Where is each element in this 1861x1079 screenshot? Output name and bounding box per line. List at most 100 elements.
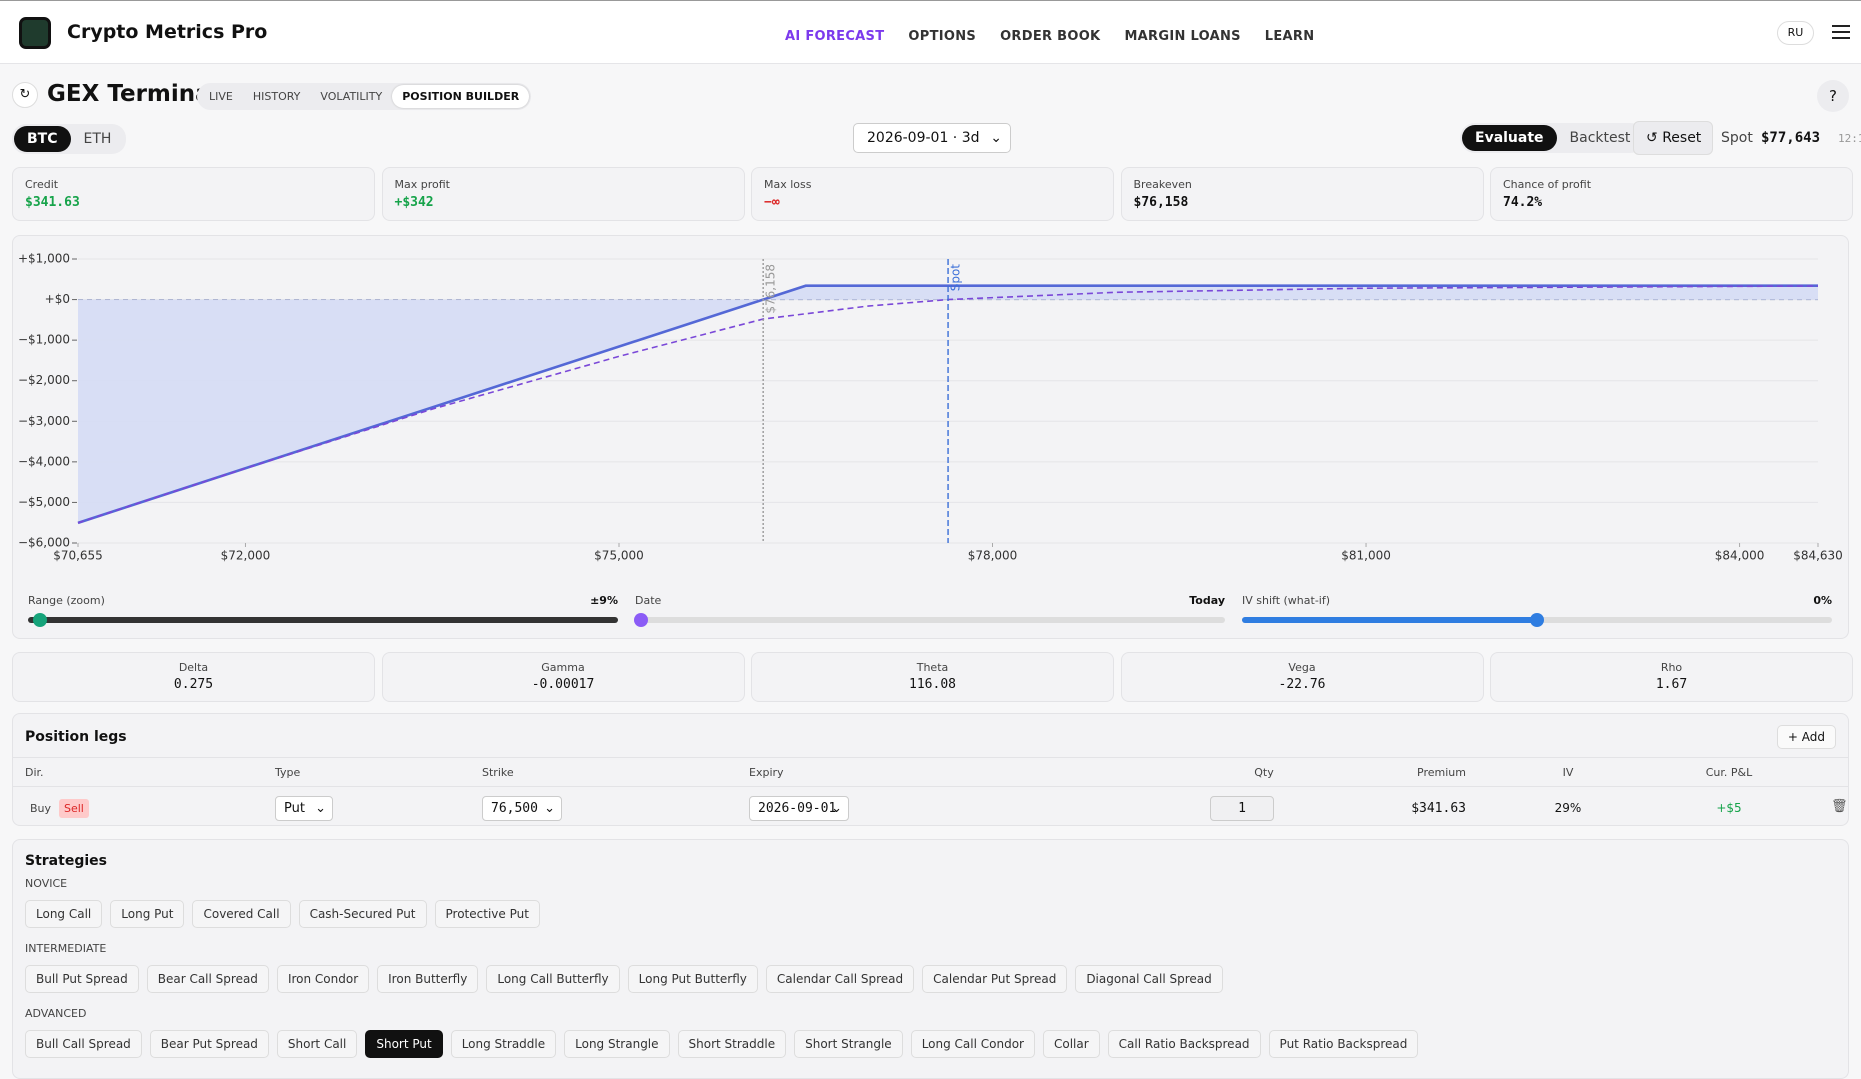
tab[interactable]: POSITION BUILDER — [392, 85, 530, 108]
header: Crypto Metrics Pro AI FORECAST OPTIONS ORD… — [0, 0, 1861, 64]
direction-button[interactable]: Buy — [30, 802, 52, 815]
slider-knob[interactable] — [33, 613, 47, 627]
divider — [13, 757, 1848, 758]
column-header: Qty — [1254, 766, 1274, 779]
y-tick-label: −$4,000 — [18, 454, 70, 468]
strategy-chip[interactable]: Bear Call Spread — [146, 965, 269, 993]
greek-label: Theta — [916, 661, 949, 674]
stat-label: Credit — [25, 178, 59, 191]
strategy-chip[interactable]: Short Call — [276, 1030, 358, 1058]
logo — [19, 17, 51, 49]
chevron: ⌄ — [831, 801, 842, 816]
slider-value: ±9% — [590, 594, 618, 607]
greek-value: -22.76 — [1278, 677, 1326, 692]
direction-button[interactable]: Sell — [59, 799, 89, 818]
asset-toggle: BTC ETH — [12, 124, 127, 154]
spot-time: 12:14 — [1838, 132, 1861, 145]
page-title: GEX Terminal — [47, 81, 219, 107]
tab[interactable]: VOLATILITY — [320, 90, 383, 103]
group-name: NOVICE — [25, 877, 68, 890]
strategy-chip[interactable]: Short Strangle — [794, 1030, 903, 1058]
strategy-chip[interactable]: Long Call — [25, 900, 103, 928]
refresh[interactable]: ↻ — [12, 82, 38, 108]
lang[interactable]: RU — [1777, 21, 1814, 45]
stat-label: Chance of profit — [1503, 178, 1592, 191]
strike-select[interactable]: 76,500 ⌄ — [482, 796, 562, 821]
iv: 29% — [1554, 801, 1582, 815]
strategy-chip[interactable]: Covered Call — [192, 900, 291, 928]
stat-card: Max profit +$342 — [381, 167, 745, 221]
strategy-chip[interactable]: Short Put — [365, 1030, 443, 1058]
expiry-select[interactable]: 2026-09-01 · 3d ⌄ — [853, 123, 1011, 153]
strategy-chip[interactable]: Long Put Butterfly — [627, 965, 758, 993]
legs-card: Position legs + Add Dir. Type Strike Expiry… — [12, 713, 1849, 826]
slider-track — [635, 617, 1225, 623]
expiry-select-text: 2026-09-01 — [758, 801, 837, 816]
strategy-chip[interactable]: Long Put — [110, 900, 185, 928]
tab[interactable]: HISTORY — [252, 90, 301, 103]
strategy-chip[interactable]: Long Strangle — [564, 1030, 670, 1058]
greek-card: Delta 0.275 — [12, 652, 375, 702]
strategy-chip[interactable]: Bear Put Spread — [149, 1030, 269, 1058]
strategy-chip[interactable]: Collar — [1042, 1030, 1100, 1058]
stat-card: Credit $341.63 — [12, 167, 375, 221]
column-header: Dir. — [25, 766, 44, 779]
strategy-chip[interactable]: Call Ratio Backspread — [1107, 1030, 1261, 1058]
strategy-chip[interactable]: Diagonal Call Spread — [1075, 965, 1223, 993]
greek-card: Rho 1.67 — [1490, 652, 1853, 702]
strategy-chip[interactable]: Long Call Butterfly — [486, 965, 620, 993]
mode[interactable]: Backtest — [1569, 130, 1631, 146]
nav-link[interactable]: OPTIONS — [908, 29, 977, 44]
tab[interactable]: LIVE — [209, 90, 233, 103]
strategy-chip[interactable]: Long Call Condor — [910, 1030, 1035, 1058]
nav: AI FORECAST OPTIONS ORDER BOOK MARGIN LOANS… — [773, 25, 1326, 44]
x-tick-label: $84,630 — [1793, 549, 1843, 563]
y-tick-label: −$1,000 — [18, 333, 70, 347]
slider-knob[interactable] — [634, 613, 648, 627]
brand[interactable]: Crypto Metrics Pro — [67, 21, 268, 43]
nav-link[interactable]: ORDER BOOK — [1000, 29, 1101, 44]
strike-select-text: 76,500 — [491, 801, 538, 816]
strategy-chip[interactable]: Protective Put — [434, 900, 540, 928]
x-tick-label: $84,000 — [1715, 549, 1765, 563]
mode[interactable]: Evaluate — [1462, 125, 1557, 151]
nav-link[interactable]: MARGIN LOANS — [1124, 29, 1241, 44]
stat-label: Max loss — [764, 178, 812, 191]
pnl: +$5 — [1716, 801, 1742, 815]
asset[interactable]: BTC — [14, 126, 71, 152]
help[interactable]: ? — [1817, 80, 1849, 112]
strategy-chip[interactable]: Cash-Secured Put — [298, 900, 427, 928]
menu[interactable] — [1832, 25, 1850, 39]
strategy-row: Long Call Long Put Covered Call Cash-Secure… — [25, 900, 1836, 928]
reset-button[interactable]: ↺ Reset — [1633, 121, 1713, 155]
column-header: Premium — [1417, 766, 1466, 779]
divider — [13, 786, 1848, 787]
nav-link[interactable]: AI FORECAST — [785, 29, 885, 44]
delete-button[interactable]: 🗑 — [1831, 799, 1848, 814]
strategy-chip[interactable]: Long Straddle — [450, 1030, 557, 1058]
strategy-chip[interactable]: Calendar Put Spread — [922, 965, 1068, 993]
strategy-chip[interactable]: Bull Call Spread — [25, 1030, 142, 1058]
stat-value: $341.63 — [25, 195, 80, 210]
column-header: IV — [1562, 766, 1574, 779]
strategy-chip[interactable]: Bull Put Spread — [25, 965, 139, 993]
strategy-chip[interactable]: Iron Condor — [276, 965, 370, 993]
asset[interactable]: ETH — [83, 131, 112, 147]
strategy-chip[interactable]: Calendar Call Spread — [765, 965, 915, 993]
strategy-chip[interactable]: Iron Butterfly — [377, 965, 479, 993]
type-select[interactable]: Put ⌄ — [275, 796, 333, 821]
x-tick-label: $75,000 — [594, 549, 644, 563]
slider-knob[interactable] — [1530, 613, 1544, 627]
reference-label: $76,158 — [764, 264, 778, 314]
strategy-chip[interactable]: Short Straddle — [677, 1030, 787, 1058]
strategy-row: Bull Call Spread Bear Put Spread Short Cal… — [25, 1030, 1836, 1058]
greek-label: Vega — [1288, 661, 1316, 674]
expiry-select[interactable]: 2026-09-01 ⌄ — [749, 796, 849, 821]
payoff-chart: +$1,000 +$0 −$1,000 −$2,000 −$3,000 −$4,000 −$… — [18, 252, 1843, 563]
strategy-chip[interactable]: Put Ratio Backspread — [1268, 1030, 1419, 1058]
greek-value: 0.275 — [173, 677, 214, 692]
x-tick-label: $81,000 — [1341, 549, 1391, 563]
nav-link[interactable]: LEARN — [1264, 29, 1315, 44]
add-button[interactable]: + Add — [1776, 725, 1836, 749]
qty-input[interactable]: 1 — [1210, 796, 1274, 821]
